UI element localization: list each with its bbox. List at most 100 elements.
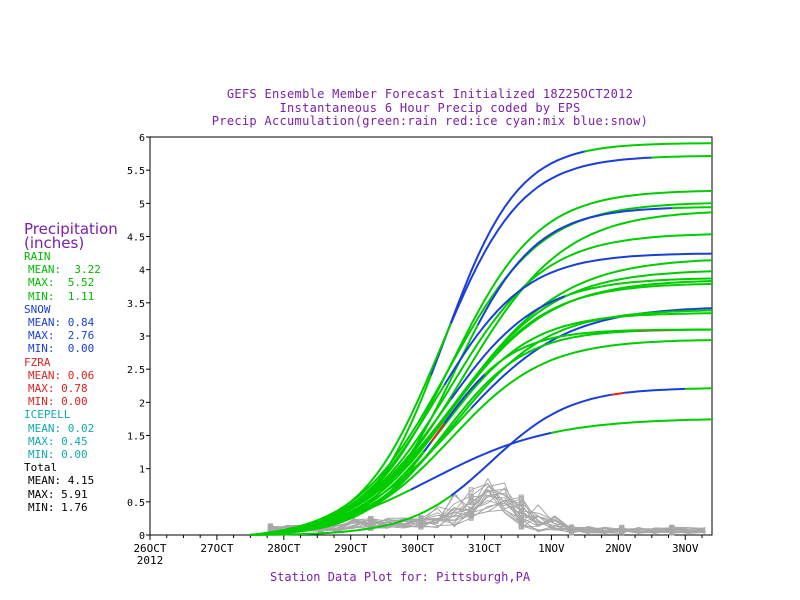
icepell-section: ICEPELL MEAN: 0.02 MAX: 0.45 MIN: 0.00 (24, 408, 118, 461)
instant-precip-trace (270, 500, 706, 534)
rain-mean: MEAN: 3.22 (28, 263, 101, 277)
y-tick-label: 3.5 (127, 299, 145, 310)
accum-member-line (671, 206, 713, 210)
snow-label: SNOW (24, 302, 51, 316)
x-tick-label: 27OCT (200, 542, 233, 555)
accum-member-line (651, 155, 713, 159)
y-tick-label: 0.5 (127, 498, 145, 509)
x-tick-label: 26OCT (133, 542, 166, 555)
total-label: Total (24, 461, 58, 475)
accum-member-line (430, 422, 446, 443)
accum-member-line (450, 295, 566, 400)
total-mean: MEAN: 4.15 (28, 474, 95, 488)
accum-member-line (250, 312, 712, 536)
accum-member-line (250, 494, 452, 536)
accum-member-line (450, 156, 652, 324)
snow-mean: MEAN: 0.84 (28, 316, 95, 330)
x-tick-label: 30OCT (401, 542, 434, 555)
icepell-label: ICEPELL (24, 408, 71, 422)
instant-precip-marker (669, 524, 675, 530)
y-tick-label: 1 (139, 465, 145, 476)
instant-precip-marker (569, 525, 574, 531)
y-tick-label: 4 (139, 266, 145, 277)
chart-title-block: GEFS Ensemble Member Forecast Initialize… (150, 87, 710, 129)
instant-precip-marker (468, 512, 474, 518)
instant-precip-marker (418, 519, 424, 525)
total-max: MAX: 5.91 (28, 487, 88, 501)
rain-min: MIN: 1.11 (28, 289, 95, 303)
rain-label: RAIN (24, 250, 51, 263)
instant-precip-marker (619, 526, 625, 532)
fzra-mean: MEAN: 0.06 (28, 368, 95, 382)
y-tick-label: 2.5 (127, 365, 145, 376)
chart-title-line-1: GEFS Ensemble Member Forecast Initialize… (226, 87, 634, 101)
rain-section: RAIN MEAN: 3.22 MAX: 5.52 MIN: 1.11 (24, 250, 118, 303)
instant-precip-marker (518, 524, 524, 530)
y-tick-label: 0 (139, 531, 145, 542)
accum-member-line (624, 387, 686, 394)
instant-precip-marker (669, 529, 675, 535)
accum-member-line (611, 391, 626, 396)
x-tick-label: 31OCT (468, 542, 501, 555)
snow-section: SNOW MEAN: 0.84 MAX: 2.76 MIN: 0.00 (24, 303, 118, 356)
fzra-max: MAX: 0.78 (28, 382, 88, 396)
instant-precip-marker (518, 495, 524, 501)
fzra-min: MIN: 0.00 (28, 395, 88, 409)
accum-member-line (564, 277, 713, 298)
instant-precip-marker (518, 508, 524, 514)
x-tick-label: 28OCT (267, 542, 300, 555)
chart-title-line-2: Instantaneous 6 Hour Precip coded by EPS (279, 100, 581, 115)
x-tick-label: 1NOV (538, 542, 565, 555)
chart-title-line-3: Precip Accumulation(green:rain red:ice c… (211, 114, 649, 128)
icepell-mean: MEAN: 0.02 (28, 421, 95, 435)
accum-member-line (430, 150, 586, 376)
accum-member-line (470, 307, 713, 410)
instant-precip-marker (468, 507, 474, 513)
y-tick-label: 1.5 (127, 432, 145, 443)
x-year-label: 2012 (137, 554, 164, 567)
y-tick-label: 6 (139, 133, 145, 144)
station-footer: Station Data Plot for: Pittsburgh,PA (269, 570, 531, 584)
instant-precip-marker (619, 529, 625, 535)
accum-member-line (250, 189, 713, 536)
accum-member-line (423, 441, 432, 452)
instant-precip-marker (518, 501, 524, 507)
accum-member-line (584, 142, 713, 153)
accum-member-line (250, 202, 713, 536)
x-tick-label: 29OCT (334, 542, 367, 555)
icepell-min: MIN: 0.00 (28, 448, 88, 462)
snow-max: MAX: 2.76 (28, 329, 95, 343)
accum-member-line (410, 431, 552, 491)
instant-precip-marker (468, 500, 474, 506)
total-min: MIN: 1.76 (28, 500, 88, 514)
accum-member-line (551, 418, 713, 434)
stats-legend: Precipitation (inches) RAIN MEAN: 3.22 M… (24, 222, 118, 514)
x-tick-label: 3NOV (672, 542, 699, 555)
accum-member-line (250, 488, 412, 536)
snow-min: MIN: 0.00 (28, 342, 95, 356)
rain-max: MAX: 5.52 (28, 276, 95, 290)
instant-precip-marker (267, 524, 273, 530)
x-tick-label: 2NOV (605, 542, 632, 555)
fzra-label: FZRA (24, 355, 51, 369)
y-tick-label: 3 (139, 332, 145, 343)
legend-units: (inches) (24, 234, 85, 252)
icepell-max: MAX: 0.45 (28, 434, 88, 448)
accum-member-line (443, 373, 486, 424)
y-tick-label: 2 (139, 398, 145, 409)
accum-member-line (443, 252, 713, 386)
accum-member-line (685, 387, 713, 390)
instant-precip-marker (518, 515, 524, 521)
fzra-section: FZRA MEAN: 0.06 MAX: 0.78 MIN: 0.00 (24, 356, 118, 409)
instant-precip-marker (468, 493, 474, 499)
y-tick-label: 4.5 (127, 233, 145, 244)
accum-member-line (250, 339, 713, 536)
y-tick-label: 5.5 (127, 166, 145, 177)
total-section: Total MEAN: 4.15 MAX: 5.91 MIN: 1.76 (24, 461, 118, 514)
instant-precip-trace (270, 482, 706, 533)
instant-precip-marker (468, 487, 474, 493)
accum-member-line (483, 328, 712, 376)
legend-title: Precipitation (24, 220, 118, 238)
accum-member-line (476, 207, 672, 326)
accum-member-line (450, 393, 612, 497)
